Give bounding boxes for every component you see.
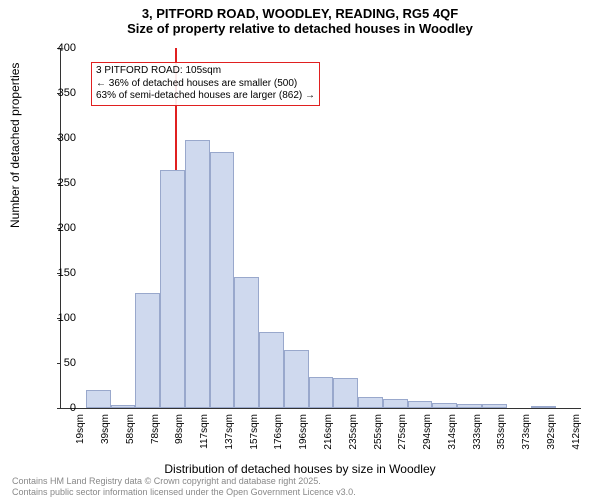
y-tick-label: 100 bbox=[46, 312, 76, 324]
histogram-bar bbox=[160, 170, 185, 409]
x-tick-label: 19sqm bbox=[75, 414, 86, 464]
chart-title-main: 3, PITFORD ROAD, WOODLEY, READING, RG5 4… bbox=[0, 0, 600, 21]
x-tick-label: 137sqm bbox=[224, 414, 235, 464]
x-tick-label: 275sqm bbox=[397, 414, 408, 464]
y-tick-label: 250 bbox=[46, 177, 76, 189]
chart-container: 3, PITFORD ROAD, WOODLEY, READING, RG5 4… bbox=[0, 0, 600, 500]
y-axis-label: Number of detached properties bbox=[8, 63, 22, 228]
histogram-bar bbox=[531, 406, 556, 408]
x-tick-label: 196sqm bbox=[298, 414, 309, 464]
x-tick-label: 157sqm bbox=[249, 414, 260, 464]
x-tick-label: 373sqm bbox=[521, 414, 532, 464]
histogram-bar bbox=[135, 293, 160, 408]
histogram-bar bbox=[457, 404, 482, 409]
y-tick-label: 200 bbox=[46, 222, 76, 234]
histogram-bar bbox=[408, 401, 433, 408]
x-tick-label: 392sqm bbox=[546, 414, 557, 464]
annotation-line1: 3 PITFORD ROAD: 105sqm bbox=[96, 65, 315, 78]
footer-attribution: Contains HM Land Registry data © Crown c… bbox=[12, 476, 356, 498]
histogram-bar bbox=[111, 405, 136, 408]
footer-line1: Contains HM Land Registry data © Crown c… bbox=[12, 476, 356, 487]
x-tick-label: 78sqm bbox=[150, 414, 161, 464]
histogram-bar bbox=[185, 140, 210, 408]
histogram-bar bbox=[383, 399, 408, 408]
y-tick-label: 350 bbox=[46, 87, 76, 99]
histogram-bar bbox=[309, 377, 334, 409]
histogram-bar bbox=[333, 378, 358, 408]
x-tick-label: 333sqm bbox=[472, 414, 483, 464]
x-tick-label: 117sqm bbox=[199, 414, 210, 464]
chart-title-sub: Size of property relative to detached ho… bbox=[0, 21, 600, 36]
histogram-bar bbox=[284, 350, 309, 409]
y-tick-label: 150 bbox=[46, 267, 76, 279]
y-tick-label: 0 bbox=[46, 402, 76, 414]
x-tick-label: 314sqm bbox=[447, 414, 458, 464]
annotation-line3: 63% of semi-detached houses are larger (… bbox=[96, 90, 315, 103]
annotation-line2: ← 36% of detached houses are smaller (50… bbox=[96, 78, 315, 91]
x-tick-label: 98sqm bbox=[174, 414, 185, 464]
x-tick-label: 39sqm bbox=[100, 414, 111, 464]
x-tick-label: 176sqm bbox=[273, 414, 284, 464]
histogram-bar bbox=[86, 390, 111, 408]
x-tick-label: 216sqm bbox=[323, 414, 334, 464]
plot-area: 3 PITFORD ROAD: 105sqm ← 36% of detached… bbox=[60, 48, 581, 409]
x-tick-label: 353sqm bbox=[496, 414, 507, 464]
x-axis-label: Distribution of detached houses by size … bbox=[0, 462, 600, 476]
histogram-bar bbox=[482, 404, 507, 408]
x-tick-label: 412sqm bbox=[571, 414, 582, 464]
x-tick-label: 235sqm bbox=[348, 414, 359, 464]
x-tick-label: 294sqm bbox=[422, 414, 433, 464]
footer-line2: Contains public sector information licen… bbox=[12, 487, 356, 498]
histogram-bar bbox=[210, 152, 235, 409]
histogram-bar bbox=[432, 403, 457, 408]
histogram-bar bbox=[358, 397, 383, 408]
x-tick-label: 255sqm bbox=[373, 414, 384, 464]
y-tick-label: 50 bbox=[46, 357, 76, 369]
y-tick-label: 300 bbox=[46, 132, 76, 144]
histogram-bar bbox=[234, 277, 259, 408]
histogram-bar bbox=[259, 332, 284, 409]
annotation-box: 3 PITFORD ROAD: 105sqm ← 36% of detached… bbox=[91, 62, 320, 106]
x-tick-label: 58sqm bbox=[125, 414, 136, 464]
y-tick-label: 400 bbox=[46, 42, 76, 54]
